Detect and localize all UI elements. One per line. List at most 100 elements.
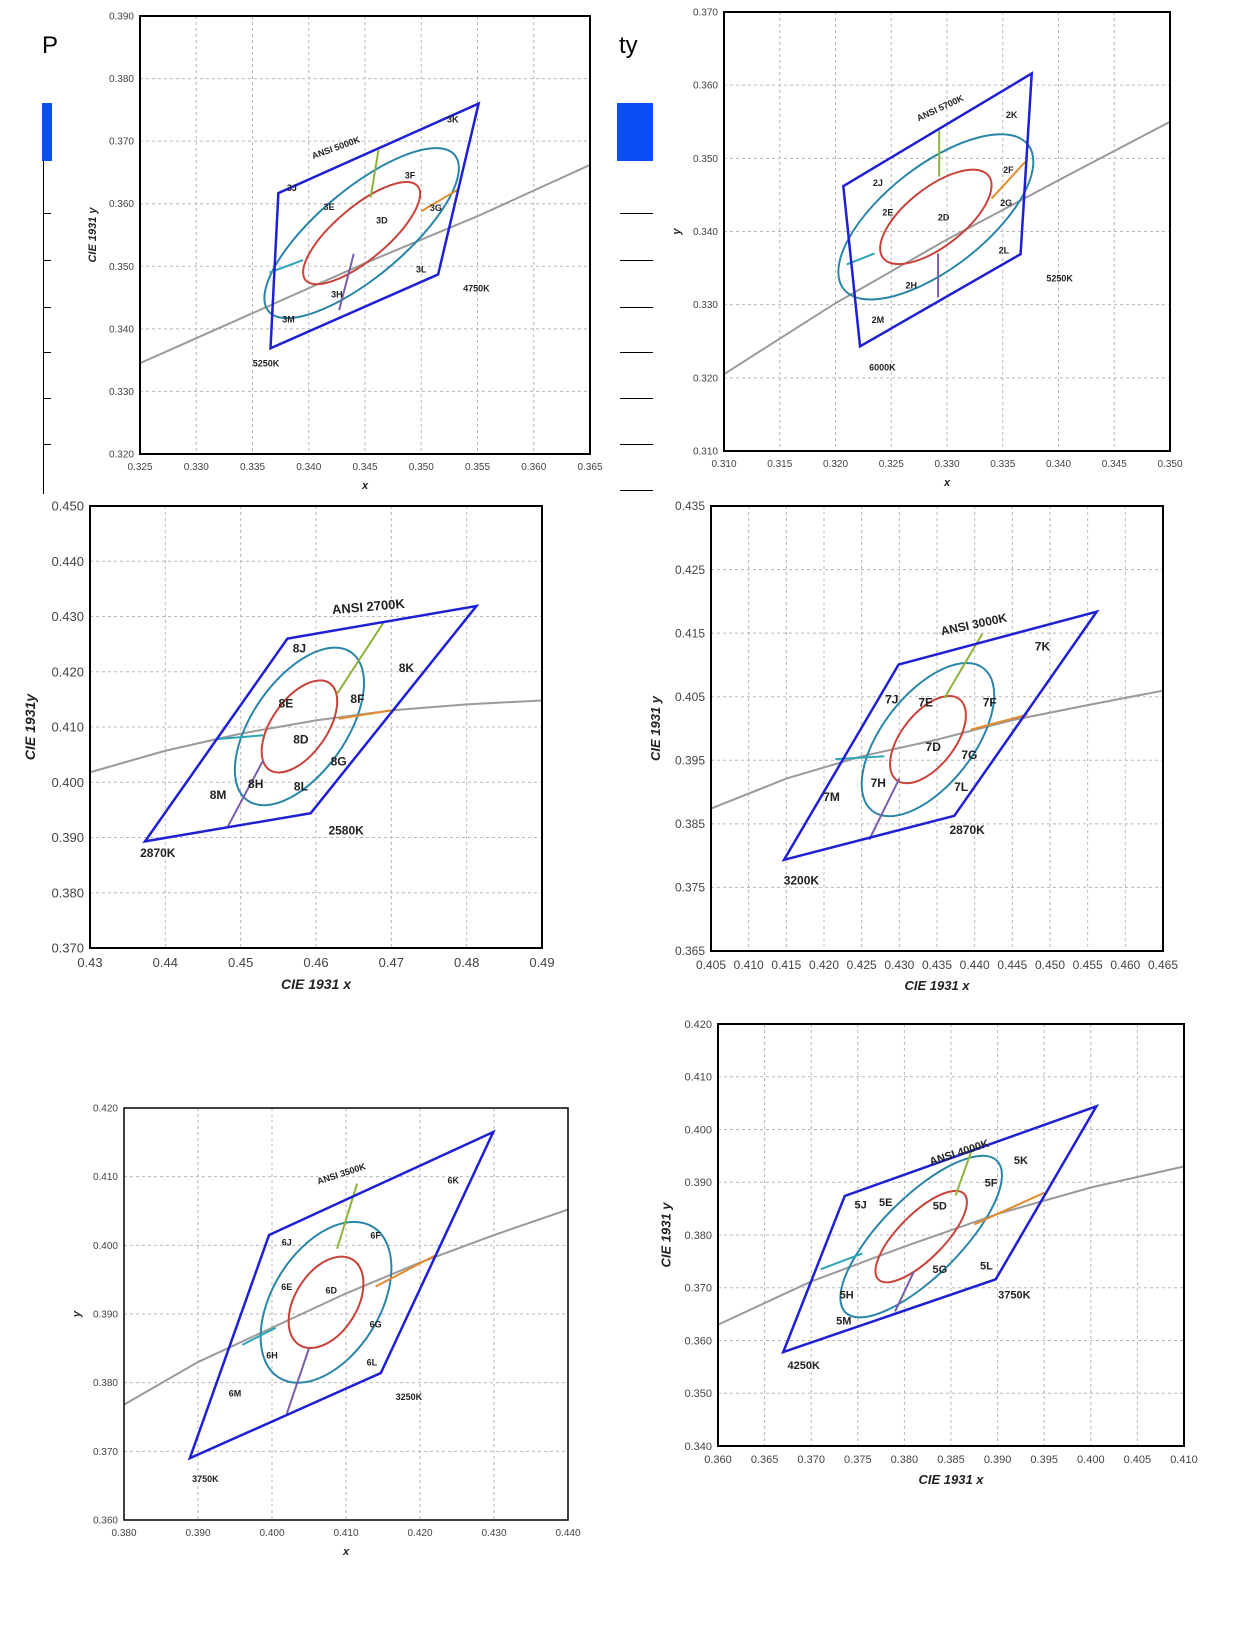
background-table-line (620, 260, 653, 261)
outer-ellipse (259, 1220, 393, 1384)
background-table-edge-left (43, 161, 44, 494)
ansi-quadrangle (841, 71, 1034, 349)
bin-divider-line (336, 1183, 359, 1250)
background-table-line (620, 444, 653, 445)
y-tick-label: 0.405 (675, 690, 705, 704)
x-tick-label: 0.435 (922, 958, 952, 972)
y-axis-label: CIE 1931 y (87, 207, 99, 263)
bin-label: 8F (350, 692, 364, 706)
x-tick-label: 0.360 (521, 462, 546, 473)
y-tick-label: 0.420 (684, 1019, 712, 1031)
background-table-line (620, 213, 653, 214)
ansi-quadrangle (269, 101, 481, 351)
y-tick-label: 0.370 (93, 1447, 118, 1458)
bin-divider-line (216, 734, 264, 741)
y-tick-label: 0.370 (693, 8, 718, 19)
x-tick-label: 0.460 (1110, 958, 1140, 972)
bin-label: 8G (331, 755, 347, 769)
y-tick-label: 0.390 (93, 1310, 118, 1321)
x-tick-label: 0.395 (1030, 1454, 1058, 1466)
bin-label: 5H (840, 1289, 854, 1301)
x-tick-label: 0.350 (409, 462, 434, 473)
y-tick-label: 0.340 (109, 324, 134, 335)
y-tick-label: 0.370 (51, 941, 84, 956)
bin-label: 7L (954, 780, 968, 794)
inner-ellipse (889, 695, 967, 785)
y-tick-label: 0.340 (693, 227, 718, 238)
background-table-line (43, 444, 51, 445)
ansi-quadrangle (781, 1103, 1100, 1355)
x-tick-label: 0.340 (296, 462, 321, 473)
x-tick-label: 0.330 (934, 459, 959, 470)
x-tick-label: 0.390 (185, 1528, 210, 1539)
y-tick-label: 0.390 (51, 830, 84, 845)
x-tick-label: 0.320 (823, 459, 848, 470)
background-text-right: ty (619, 32, 638, 59)
background-table-line (620, 352, 653, 353)
bin-divider-line (894, 1271, 915, 1312)
y-tick-label: 0.375 (675, 881, 705, 895)
x-tick-label: 0.405 (1124, 1454, 1152, 1466)
y-tick-label: 0.410 (51, 720, 84, 735)
planckian-locus-line (724, 120, 1170, 376)
bin-label: 3200K (784, 873, 820, 887)
bin-label: 3E (323, 202, 334, 212)
y-tick-label: 0.410 (684, 1072, 712, 1084)
x-tick-label: 0.335 (990, 459, 1015, 470)
bin-label: 3D (376, 216, 388, 226)
x-tick-label: 0.415 (771, 958, 801, 972)
bin-label: 3750K (998, 1289, 1030, 1301)
bin-label: 2K (1006, 110, 1018, 120)
bin-divider-line (241, 1326, 277, 1346)
x-tick-label: 0.47 (379, 955, 404, 970)
plot-content (140, 101, 590, 365)
bin-label: 6000K (869, 363, 896, 373)
bin-label: 3L (416, 265, 427, 275)
plot-content (711, 609, 1163, 862)
y-tick-label: 0.370 (109, 137, 134, 148)
plot-content (724, 71, 1170, 376)
y-tick-label: 0.320 (109, 450, 134, 461)
bin-label: 3F (405, 171, 416, 181)
bin-label: 2870K (949, 823, 985, 837)
background-table-line (43, 352, 51, 353)
y-tick-label: 0.435 (675, 499, 705, 513)
y-tick-label: 0.330 (109, 387, 134, 398)
plot-frame (123, 1107, 569, 1521)
bin-label: 2M (872, 315, 885, 325)
x-tick-label: 0.335 (240, 462, 265, 473)
bin-label: 8H (248, 777, 263, 791)
y-tick-label: 0.390 (684, 1177, 712, 1189)
planckian-locus-line (711, 689, 1163, 810)
inner-ellipse (879, 168, 993, 266)
x-tick-label: 0.380 (891, 1454, 919, 1466)
x-tick-label: 0.350 (1157, 459, 1182, 470)
bin-label: 3750K (192, 1474, 219, 1484)
background-table-line (620, 490, 653, 491)
bin-label: 7E (918, 695, 933, 709)
bin-label: 6J (282, 1237, 292, 1247)
bin-label: 5D (933, 1201, 947, 1213)
bin-label: 2G (1000, 198, 1012, 208)
planckian-locus-line (718, 1165, 1184, 1326)
plot-frame (89, 505, 543, 949)
background-table-line (43, 260, 51, 261)
bin-label: 2870K (140, 846, 176, 860)
chart-ansi-5700k: 0.310 0.315 0.320 0.325 0.330 0.335 0.340 0.345… (671, 8, 1183, 490)
bin-label: 2D (938, 213, 950, 223)
bin-label: 6E (281, 1282, 292, 1292)
x-tick-label: 0.46 (303, 955, 328, 970)
chart-ansi-2700k: 0.43 0.44 0.45 0.46 0.47 0.48 0.49 0.370 0.380 0.… (22, 499, 554, 992)
bin-label: 2L (999, 245, 1010, 255)
plot-content (90, 604, 542, 844)
bin-label: 7H (871, 776, 886, 790)
bin-label: 7G (961, 748, 977, 762)
x-tick-label: 0.365 (577, 462, 602, 473)
x-tick-label: 0.370 (797, 1454, 825, 1466)
y-tick-label: 0.400 (93, 1241, 118, 1252)
x-axis-label: CIE 1931 x (281, 976, 352, 992)
plot-frame (723, 11, 1171, 452)
bin-label: 7K (1035, 640, 1051, 654)
x-tick-label: 0.340 (1046, 459, 1071, 470)
x-tick-label: 0.325 (127, 462, 152, 473)
